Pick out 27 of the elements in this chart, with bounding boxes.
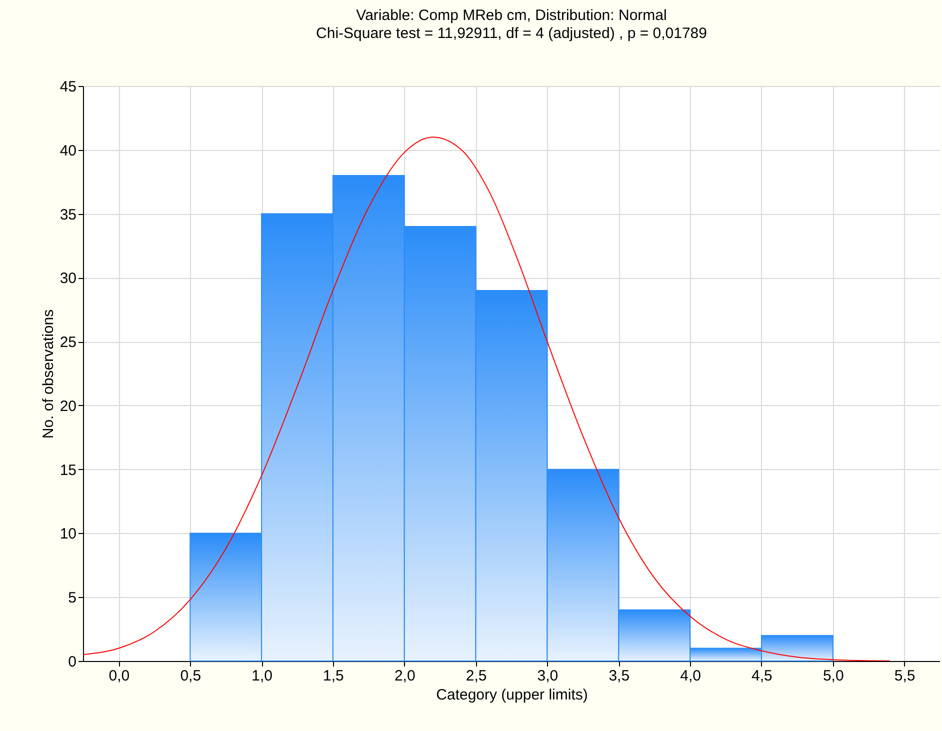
chart-title: Variable: Comp MReb cm, Distribution: Normal (356, 7, 667, 24)
y-tick-label: 30 (60, 270, 76, 288)
x-tick-label: 4,5 (752, 668, 772, 684)
line-series (83, 136, 891, 661)
x-tick-label: 1,5 (323, 668, 344, 684)
chart-subtitle: Chi-Square test = 11,92911, df = 4 (adjusted) , p = 0,01789 (316, 25, 707, 42)
y-tick-label: 0 (68, 654, 76, 670)
x-tick-label: 3,5 (608, 668, 630, 684)
y-tick-label: 45 (60, 78, 76, 96)
y-tick-label: 35 (60, 206, 76, 224)
y-tick-label: 20 (60, 398, 76, 415)
x-tick-label: 5,0 (822, 668, 844, 684)
y-tick-label: 15 (60, 462, 76, 479)
y-tick-label: 25 (60, 334, 76, 352)
y-tick-label: 5 (68, 590, 76, 607)
y-axis-title: No. of observations (40, 309, 57, 439)
x-tick-label: 4,0 (680, 668, 701, 684)
x-tick-label: 3,0 (537, 668, 558, 684)
x-axis-title: Category (upper limits) (436, 686, 588, 704)
x-tick-label: 2,0 (394, 668, 416, 684)
y-tick-label: 40 (60, 142, 76, 160)
y-tick-label: 10 (60, 526, 76, 543)
x-tick-label: 5,5 (894, 668, 916, 684)
x-tick-label: 0,5 (180, 668, 202, 684)
x-tick-label: 0,0 (108, 668, 130, 684)
x-tick-label: 2,5 (466, 668, 487, 684)
x-tick-label: 1,0 (252, 668, 272, 684)
